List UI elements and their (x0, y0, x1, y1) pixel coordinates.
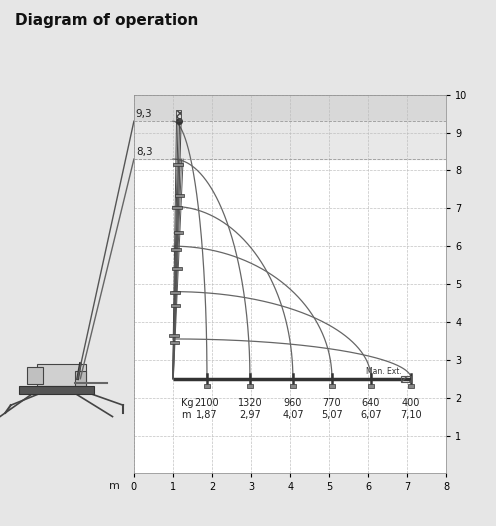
Bar (368, 383, 374, 388)
Text: 400: 400 (402, 398, 421, 408)
Text: 4,07: 4,07 (282, 410, 304, 420)
Text: 8,3: 8,3 (136, 147, 152, 157)
Text: 2100: 2100 (194, 398, 219, 408)
Bar (172, 206, 182, 208)
Text: 960: 960 (284, 398, 302, 408)
Bar (19, 386, 94, 394)
Text: 9,3: 9,3 (136, 109, 152, 119)
Bar (169, 335, 179, 337)
Bar (171, 248, 181, 251)
Text: 5,07: 5,07 (321, 410, 343, 420)
Bar (171, 304, 180, 307)
Bar (175, 194, 184, 197)
Bar (27, 367, 43, 385)
Text: 640: 640 (362, 398, 380, 408)
Bar (172, 267, 182, 270)
Text: m: m (181, 410, 190, 420)
Text: 7,10: 7,10 (400, 410, 422, 420)
Text: Diagram of operation: Diagram of operation (15, 13, 198, 28)
Bar (329, 383, 335, 388)
Bar (204, 383, 210, 388)
Bar (170, 341, 179, 343)
Bar (134, 95, 446, 121)
Text: 770: 770 (322, 398, 341, 408)
Text: 1320: 1320 (238, 398, 262, 408)
Bar (177, 110, 181, 121)
Bar (290, 383, 296, 388)
Text: m: m (109, 481, 120, 491)
Text: Kg: Kg (181, 398, 193, 408)
Bar (408, 383, 414, 388)
Bar (247, 383, 253, 388)
Bar (170, 291, 180, 295)
Bar (75, 371, 86, 386)
Text: 2,97: 2,97 (239, 410, 261, 420)
Text: 6,07: 6,07 (360, 410, 382, 420)
Text: 1,87: 1,87 (196, 410, 218, 420)
Bar (134, 121, 446, 159)
Bar (173, 163, 183, 166)
Text: Man. Ext.: Man. Ext. (367, 367, 402, 376)
Bar (401, 376, 411, 382)
Bar (174, 231, 183, 234)
Bar (38, 363, 86, 386)
